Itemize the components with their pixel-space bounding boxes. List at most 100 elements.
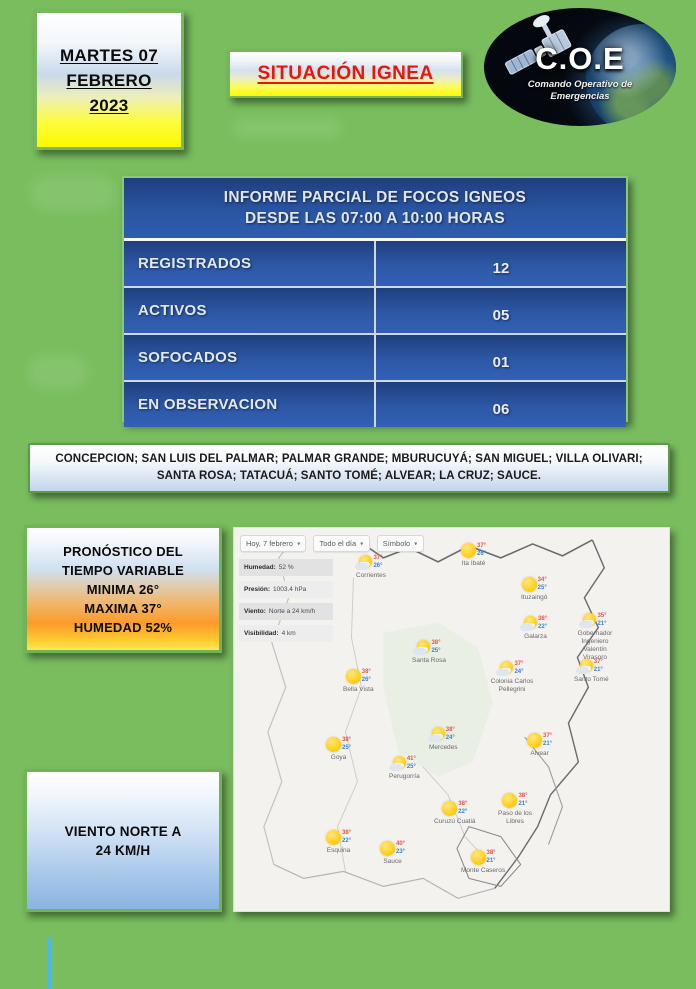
city-weather-row: 38° 24°: [427, 727, 455, 742]
city-temp-max: 37°: [593, 659, 603, 665]
city-temperatures: 38° 22°: [538, 616, 547, 631]
coe-subtitle-line-1: Comando Operativo de: [527, 79, 633, 90]
city-marker[interactable]: 37° 26° Ita Ibaté: [461, 543, 486, 568]
date-line-2: FEBRERO: [66, 70, 152, 90]
city-temp-max: 37°: [543, 733, 553, 739]
city-marker[interactable]: 40° 23° Sauce: [380, 841, 405, 866]
city-name: Goya: [330, 754, 347, 761]
city-marker[interactable]: 41° 25° Perugorría: [388, 756, 420, 781]
city-marker[interactable]: 37° 21° Alvear: [527, 733, 552, 758]
focos-igneos-table: INFORME PARCIAL DE FOCOS IGNEOS DESDE LA…: [122, 176, 628, 427]
city-weather-row: 37° 24°: [496, 661, 524, 676]
satellite-icon: [505, 15, 572, 75]
viento-line-1: VIENTO NORTE A: [64, 823, 182, 839]
city-weather-row: 38° 21°: [502, 793, 528, 808]
city-temp-max: 37°: [514, 661, 524, 667]
map-date-dropdown[interactable]: Hoy, 7 febrero ▾: [240, 535, 307, 552]
city-temp-min: 26°: [373, 562, 383, 569]
sun-icon: [326, 830, 341, 845]
city-marker[interactable]: 38° 22° Galarza: [520, 616, 547, 641]
city-marker[interactable]: 38° 24° Mercedes: [427, 727, 458, 752]
sun-icon: [326, 737, 341, 752]
city-temperatures: 38° 21°: [487, 850, 496, 865]
map-symbol-dropdown[interactable]: Símbolo ▾: [376, 535, 424, 552]
sun-behind-cloud-icon: [355, 555, 373, 570]
info-label-visibilidad: Visibilidad:: [244, 630, 279, 637]
city-marker[interactable]: 38° 22° Curuzú Cuatiá: [434, 801, 476, 826]
city-marker[interactable]: 38° 26° Bella Vista: [343, 669, 374, 694]
city-name: Sauce: [383, 858, 402, 865]
city-marker[interactable]: 35° 21° Gobernador Ingeniero Valentín Vira…: [572, 613, 618, 662]
city-temp-max: 38°: [342, 830, 352, 836]
viento-line-2: 24 KM/H: [95, 842, 151, 858]
date-box: MARTES 07 FEBRERO 2023: [34, 10, 184, 150]
city-marker[interactable]: 38° 21° Paso de los Libres: [492, 793, 538, 826]
city-marker[interactable]: 37° 24° Colonia Carlos Pellegrini: [489, 661, 535, 694]
city-temp-min: 24°: [514, 668, 524, 675]
sun-behind-cloud-icon: [413, 640, 431, 655]
pronostico-minima: MINIMA 26°: [86, 581, 160, 597]
row-label-sofocados: SOFOCADOS: [124, 335, 376, 380]
city-marker[interactable]: 37° 26° Corrientes: [355, 555, 386, 580]
city-name: Monte Caseros: [461, 867, 506, 874]
city-marker[interactable]: 34° 25° Ituzaingó: [521, 577, 547, 602]
city-temp-min: 24°: [445, 734, 455, 741]
city-weather-row: 37° 21°: [527, 733, 552, 748]
city-temp-max: 38°: [361, 669, 371, 675]
map-controls[interactable]: Hoy, 7 febrero ▾ Todo el día ▾ Símbolo ▾: [240, 535, 424, 552]
city-name: Colonia Carlos Pellegrini: [490, 678, 534, 693]
info-label-viento: Viento:: [244, 608, 266, 615]
city-marker[interactable]: 37° 21° Santo Tomé: [574, 659, 609, 684]
chevron-down-icon: ▾: [360, 540, 364, 547]
city-weather-row: 34° 25°: [521, 577, 547, 592]
city-temp-min: 21°: [597, 620, 607, 627]
city-temperatures: 34° 25°: [538, 577, 547, 592]
row-value-en-observacion: 06: [376, 382, 626, 427]
table-row: SOFOCADOS 01: [124, 335, 626, 382]
bottom-accent-line: [48, 938, 51, 989]
sun-icon: [502, 793, 518, 808]
background-blob: [232, 118, 342, 138]
city-weather-row: 38° 25°: [413, 640, 441, 655]
city-temp-min: 21°: [518, 800, 528, 807]
city-temp-min: 21°: [486, 857, 496, 864]
table-row: ACTIVOS 05: [124, 288, 626, 335]
info-value-presion: 1003.4 hPa: [273, 586, 307, 593]
row-value-activos: 05: [376, 288, 626, 333]
sun-icon: [527, 733, 542, 748]
city-temp-min: 21°: [543, 740, 553, 747]
city-weather-row: 38° 22°: [326, 830, 351, 845]
viento-text: VIENTO NORTE A 24 KM/H: [65, 822, 182, 860]
weather-map[interactable]: Hoy, 7 febrero ▾ Todo el día ▾ Símbolo ▾…: [233, 527, 670, 912]
city-temperatures: 38° 25°: [342, 737, 351, 752]
coe-subtitle: Comando Operativo de Emergencias: [528, 79, 633, 103]
pronostico-line-1: PRONÓSTICO DEL: [63, 543, 183, 559]
chevron-down-icon: ▾: [297, 540, 301, 547]
city-temperatures: 38° 24°: [446, 727, 455, 742]
city-temperatures: 38° 22°: [342, 830, 351, 845]
city-marker[interactable]: 38° 25° Santa Rosa: [412, 640, 446, 665]
city-name: Santo Tomé: [574, 676, 609, 683]
city-marker[interactable]: 38° 22° Esquina: [326, 830, 351, 855]
city-weather-row: 35° 21°: [579, 613, 607, 628]
sun-icon: [461, 543, 476, 558]
map-date-dropdown-label: Hoy, 7 febrero: [246, 539, 293, 548]
info-value-humedad: 52 %: [278, 564, 294, 571]
map-time-dropdown[interactable]: Todo el día ▾: [313, 535, 370, 552]
city-temp-min: 23°: [396, 848, 406, 855]
city-marker[interactable]: 38° 25° Goya: [326, 737, 351, 762]
city-weather-row: 37° 26°: [461, 543, 486, 558]
city-name: Ita Ibaté: [461, 560, 486, 567]
city-temp-max: 40°: [396, 841, 406, 847]
city-temp-min: 25°: [406, 763, 416, 770]
sun-icon: [470, 850, 486, 865]
city-name: Esquina: [326, 847, 351, 854]
sun-behind-cloud-icon: [520, 616, 537, 631]
situacion-ignea-title: SITUACIÓN IGNEA: [257, 63, 434, 84]
sun-icon: [521, 577, 537, 592]
sun-behind-cloud-icon: [575, 659, 593, 674]
info-row-viento: Viento: Norte a 24 km/h: [239, 603, 333, 620]
city-marker[interactable]: 38° 21° Monte Caseros: [461, 850, 505, 875]
city-temp-max: 35°: [597, 613, 607, 619]
sun-icon: [442, 801, 458, 816]
